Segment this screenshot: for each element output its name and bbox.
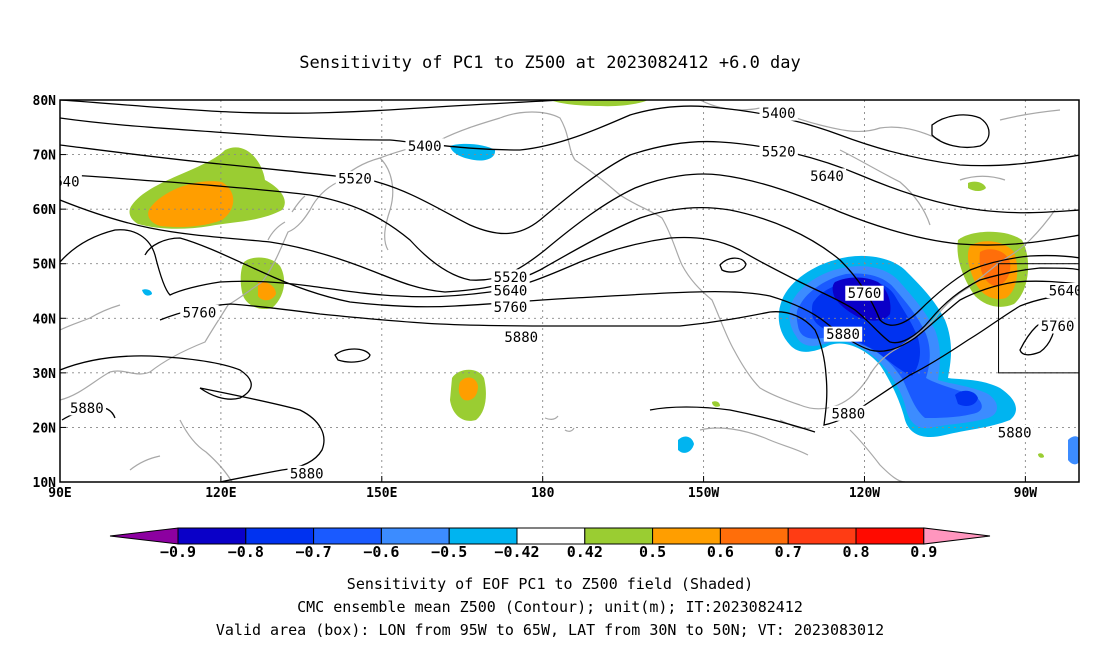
- colorbar-swatch: [719, 527, 789, 545]
- colorbar-max-arrow: [923, 527, 991, 545]
- contour-label: 5520: [338, 172, 372, 188]
- z500-contours: [60, 100, 1079, 482]
- figure-title: Sensitivity of PC1 to Z500 at 2023082412…: [299, 53, 801, 73]
- colorbar-swatch: [177, 527, 247, 545]
- contour-label-bg: [491, 283, 530, 298]
- contour-label-bg: [335, 171, 375, 187]
- longitude-label: 120W: [849, 486, 880, 501]
- contour-label-bg: [823, 326, 863, 342]
- contour-label-bg: [491, 299, 530, 315]
- colorbar-label: 0.8: [842, 543, 869, 561]
- colorbar-swatch: [787, 527, 857, 545]
- contour-label-bg: [287, 465, 326, 481]
- contour-label: 5640: [1049, 284, 1083, 300]
- latitude-label: 70N: [33, 149, 57, 164]
- contour-label-bg: [759, 143, 798, 159]
- contour-label-bg: [829, 405, 868, 421]
- colorbar-swatch: [313, 527, 382, 545]
- longitude-label: 90W: [1014, 486, 1038, 501]
- colorbar-label: −0.5: [431, 543, 467, 561]
- contour-label: 5400: [762, 106, 796, 122]
- latitude-label: 30N: [33, 367, 57, 382]
- colorbar-swatch: [516, 527, 586, 545]
- contour-label-bg: [995, 424, 1034, 440]
- colorbar: −0.9 −0.8 −0.7 −0.6 −0.5 −0.42 0.42 0.5 0.6 0.7 0.…: [109, 527, 991, 561]
- contour-label-bg: [845, 285, 884, 301]
- contour-label-bg: [759, 105, 798, 121]
- contour-label: 5880: [826, 327, 860, 343]
- contour-label-bg: [1046, 283, 1079, 298]
- colorbar-swatch: [584, 527, 654, 545]
- contour-label-bg: [491, 269, 530, 285]
- contour-label: 5760: [848, 286, 882, 302]
- contour-label-bg: [405, 138, 444, 154]
- latitude-label: 50N: [33, 258, 57, 273]
- contour-label: 5520: [494, 270, 528, 286]
- latitude-label: 60N: [33, 203, 57, 218]
- colorbar-label: 0.7: [775, 543, 802, 561]
- sensitivity-shading: [129, 100, 1079, 465]
- contour-label: 5880: [998, 425, 1032, 441]
- contour-label: 5880: [504, 330, 538, 346]
- colorbar-swatch: [245, 527, 315, 545]
- colorbar-label: −0.8: [228, 543, 264, 561]
- contour-label: 5880: [70, 401, 104, 417]
- colorbar-label: −0.7: [296, 543, 332, 561]
- colorbar-swatch: [652, 527, 721, 545]
- longitude-label: 120E: [205, 486, 236, 501]
- caption-line-1: Sensitivity of EOF PC1 to Z500 field (Sh…: [347, 575, 753, 593]
- colorbar-label: −0.6: [363, 543, 399, 561]
- contour-label: 5640: [46, 174, 80, 190]
- colorbar-label: −0.9: [160, 543, 196, 561]
- longitude-label: 150W: [688, 486, 719, 501]
- longitude-label: 180: [531, 486, 555, 501]
- colorbar-label: 0.6: [707, 543, 734, 561]
- contour-label: 5880: [832, 406, 866, 422]
- colorbar-label: −0.42: [494, 543, 539, 561]
- grid-lines: [60, 100, 1079, 482]
- latitude-label: 80N: [33, 94, 57, 109]
- colorbar-swatch: [380, 527, 450, 545]
- contour-label: 5880: [290, 466, 324, 482]
- contour-labels: 5400540055205520564056405280552056405760…: [46, 105, 1083, 482]
- contour-label: 5400: [408, 139, 442, 155]
- contour-label-bg: [180, 304, 219, 320]
- contour-label-bg: [67, 400, 107, 416]
- colorbar-swatch: [855, 527, 925, 545]
- colorbar-swatch: [448, 527, 518, 545]
- colorbar-label: 0.42: [567, 543, 603, 561]
- contour-label: 5760: [1041, 319, 1075, 335]
- colorbar-label: 0.5: [639, 543, 666, 561]
- contour-label: 5520: [762, 144, 796, 160]
- map-frame: [59, 99, 1080, 483]
- contour-label-bg: [502, 329, 541, 345]
- colorbar-min-arrow: [109, 527, 179, 545]
- contour-label-bg: [807, 168, 847, 184]
- contour-label: 5640: [810, 169, 844, 185]
- caption-line-2: CMC ensemble mean Z500 (Contour); unit(m…: [297, 598, 803, 616]
- latitude-label: 10N: [33, 476, 57, 491]
- longitude-label: 150E: [366, 486, 397, 501]
- contour-label-bg: [1038, 318, 1077, 334]
- latitude-label: 20N: [33, 421, 57, 436]
- latitude-label: 40N: [33, 312, 57, 327]
- contour-label: 5760: [494, 300, 528, 316]
- colorbar-label: 0.9: [910, 543, 937, 561]
- contour-label-bg: [60, 173, 82, 189]
- map-panel: 5400540055205520564056405280552056405760…: [46, 100, 1083, 482]
- contour-label: 5640: [494, 284, 528, 300]
- longitude-label: 90E: [48, 486, 71, 501]
- contour-label: 5760: [183, 305, 217, 321]
- caption-line-3: Valid area (box): LON from 95W to 65W, L…: [216, 621, 884, 639]
